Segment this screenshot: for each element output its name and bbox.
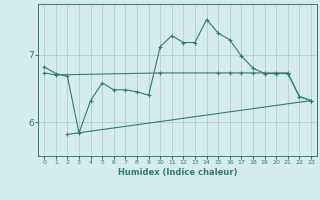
X-axis label: Humidex (Indice chaleur): Humidex (Indice chaleur) [118, 168, 237, 177]
